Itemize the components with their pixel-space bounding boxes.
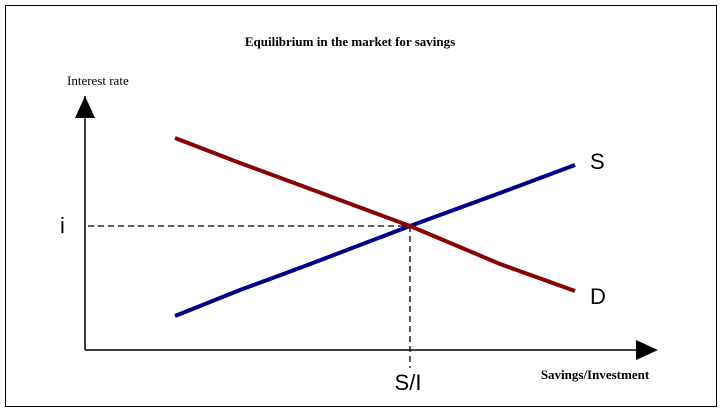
- demand-label: D: [590, 284, 606, 309]
- rate-label: i: [60, 213, 65, 238]
- title: Equilibrium in the market for savings: [245, 34, 455, 49]
- supply-curve: [174, 163, 576, 318]
- x-axis-label: Savings/Investment: [541, 367, 650, 382]
- y-arrowhead: [75, 96, 95, 118]
- y-axis-label: Interest rate: [67, 73, 129, 88]
- supply-label: S: [590, 149, 605, 174]
- x-arrowhead: [636, 340, 658, 360]
- demand-curve: [174, 136, 576, 293]
- quantity-label: S/I: [395, 370, 422, 395]
